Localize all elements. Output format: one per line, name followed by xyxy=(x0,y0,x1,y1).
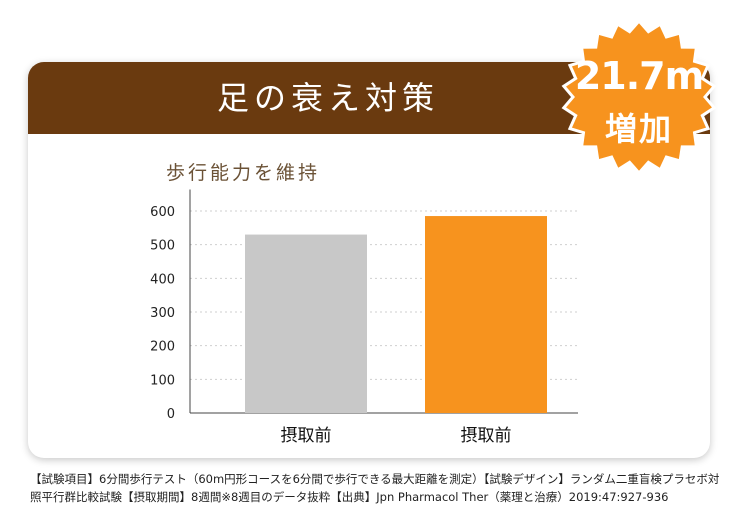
badge-label: 増加 xyxy=(604,110,673,148)
y-tick-label: 600 xyxy=(150,205,175,220)
y-tick-label: 0 xyxy=(167,407,175,422)
x-tick-label: 摂取前 xyxy=(281,426,332,446)
page-title: 足の衰え対策 xyxy=(216,79,439,117)
starburst-icon xyxy=(561,18,717,176)
x-tick-label: 摂取前 xyxy=(461,426,512,446)
y-tick-label: 400 xyxy=(150,272,175,287)
badge-value: 21.7m xyxy=(574,54,704,98)
bar xyxy=(245,234,367,413)
increase-badge: 21.7m 増加 xyxy=(560,18,718,176)
bar xyxy=(425,216,547,413)
footnote: 【試験項目】6分間歩行テスト（60m円形コースを6分間で歩行できる最大距離を測定… xyxy=(30,472,720,504)
y-tick-label: 200 xyxy=(150,340,175,355)
y-tick-label: 100 xyxy=(150,373,175,388)
y-tick-label: 500 xyxy=(150,239,175,254)
y-tick-label: 300 xyxy=(150,306,175,321)
chart-title: 歩行能力を維持 xyxy=(166,162,321,184)
